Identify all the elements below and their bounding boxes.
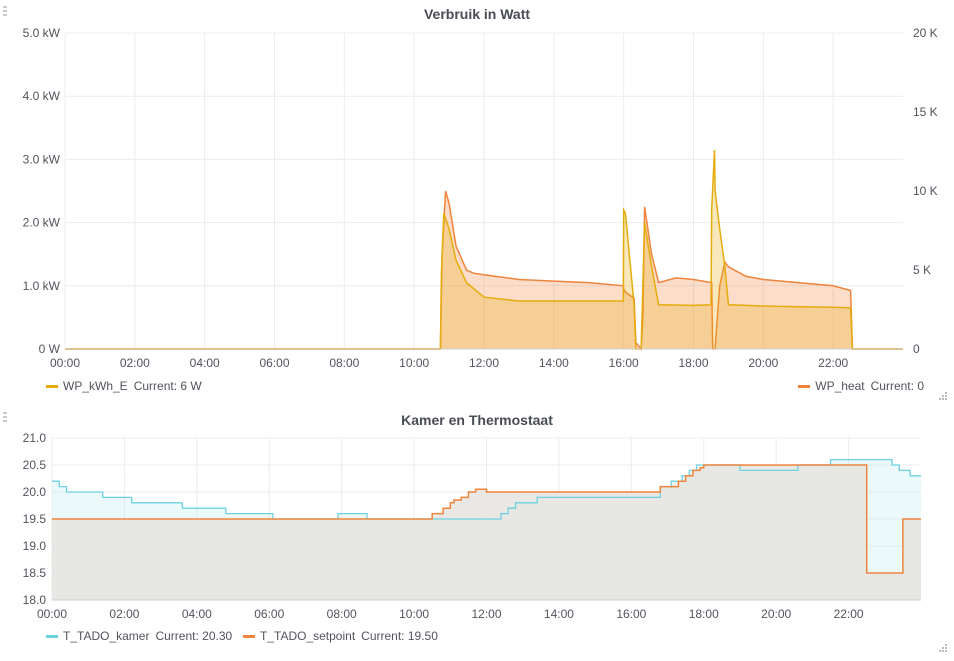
x-tick-label: 22:00 — [834, 607, 864, 621]
x-tick-label: 16:00 — [616, 607, 646, 621]
legend-item-t-tado-kamer[interactable]: T_TADO_kamer Current: 20.30 — [46, 629, 232, 643]
x-tick-label: 02:00 — [109, 607, 139, 621]
y-tick-label: 19.0 — [23, 539, 47, 553]
x-tick-label: 16:00 — [609, 356, 639, 370]
x-tick-label: 00:00 — [50, 356, 80, 370]
x-tick-label: 14:00 — [544, 607, 574, 621]
x-tick-label: 04:00 — [190, 356, 220, 370]
y-tick-label-left: 1.0 kW — [23, 279, 61, 293]
legend-swatch — [46, 385, 58, 389]
panel-title[interactable]: Verbruik in Watt — [423, 6, 531, 22]
x-tick-label: 10:00 — [399, 356, 429, 370]
resize-handle-icon[interactable] — [939, 644, 947, 652]
series-line-T_TADO_setpoint — [52, 464, 921, 574]
legend-current-label: Current: — [870, 379, 914, 393]
kamer-chart: 18.0 18.5 19.0 19.5 20.0 20.5 21.0 00:00 02:00 04… — [23, 431, 921, 621]
y-tick-label-right: 20 K — [913, 26, 938, 40]
series-area-WP_heat — [65, 191, 903, 349]
x-tick-label: 18:00 — [689, 607, 719, 621]
legend-swatch — [46, 635, 58, 639]
legend-item-wp-heat[interactable]: WP_heat Current: 0 — [798, 379, 924, 393]
legend-current-value: 19.50 — [407, 629, 438, 643]
x-tick-label: 06:00 — [254, 607, 284, 621]
x-tick-label: 12:00 — [469, 356, 499, 370]
series-line-WP_kWh_E — [65, 149, 903, 350]
legend-swatch — [798, 385, 811, 389]
x-tick-label: 22:00 — [818, 356, 848, 370]
panel-title[interactable]: Kamer en Thermostaat — [401, 412, 553, 428]
legend-current-value: 20.30 — [202, 629, 233, 643]
x-tick-label: 20:00 — [761, 607, 791, 621]
series-area-T_TADO_setpoint — [52, 465, 921, 600]
x-tick-label: 06:00 — [259, 356, 289, 370]
y-tick-label-left: 3.0 kW — [23, 152, 61, 166]
x-tick-label: 08:00 — [327, 607, 357, 621]
x-tick-label: 14:00 — [539, 356, 569, 370]
y-tick-label: 20.5 — [23, 458, 47, 472]
x-tick-label: 02:00 — [120, 356, 150, 370]
y-tick-label: 18.0 — [23, 593, 47, 607]
legend-current-label: Current: — [155, 629, 199, 643]
legend-item-wp-kwh-e[interactable]: WP_kWh_E Current: 6 W — [46, 379, 202, 393]
panel-kamer: Kamer en Thermostaat 18.0 18.5 19.0 19.5 20.… — [0, 405, 954, 661]
legend-label: WP_kWh_E — [63, 379, 128, 393]
y-tick-label: 18.5 — [23, 566, 47, 580]
legend-item-t-tado-setpoint[interactable]: T_TADO_setpoint Current: 19.50 — [243, 629, 438, 643]
series-line-T_TADO_kamer — [52, 458, 921, 520]
legend-label: WP_heat — [815, 379, 865, 393]
y-tick-label-left: 5.0 kW — [23, 26, 61, 40]
left-drag-handle[interactable] — [3, 412, 7, 424]
x-tick-label: 18:00 — [678, 356, 708, 370]
legend-current-label: Current: — [361, 629, 405, 643]
legend-current-value: 6 W — [180, 379, 202, 393]
legend-label: T_TADO_setpoint — [260, 629, 356, 643]
y-tick-label-right: 15 K — [913, 105, 938, 119]
left-drag-handle[interactable] — [3, 6, 7, 18]
resize-handle-icon[interactable] — [939, 392, 947, 400]
legend-current-value: 0 — [917, 379, 924, 393]
legend-current-label: Current: — [133, 379, 178, 393]
series-area-WP_kWh_E — [65, 149, 903, 349]
y-tick-label-right: 0 — [913, 342, 920, 356]
x-tick-label: 00:00 — [37, 607, 67, 621]
y-tick-label-right: 5 K — [913, 263, 931, 277]
x-tick-label: 20:00 — [748, 356, 778, 370]
x-tick-label: 12:00 — [471, 607, 501, 621]
series-line-WP_heat — [65, 190, 903, 351]
x-tick-label: 04:00 — [182, 607, 212, 621]
y-tick-label: 19.5 — [23, 512, 47, 526]
panel-verbruik: Verbruik in Watt 0 W 1.0 kW 2.0 kW 3.0 kW 4.… — [23, 6, 947, 400]
y-tick-label-right: 10 K — [913, 184, 938, 198]
x-tick-label: 08:00 — [329, 356, 359, 370]
y-tick-label: 20.0 — [23, 485, 47, 499]
legend-label: T_TADO_kamer — [63, 629, 150, 643]
y-tick-label-left: 4.0 kW — [23, 89, 61, 103]
y-tick-label: 21.0 — [23, 431, 47, 445]
y-tick-label-left: 0 W — [39, 342, 61, 356]
legend-swatch — [243, 635, 255, 639]
verbruik-chart: 0 W 1.0 kW 2.0 kW 3.0 kW 4.0 kW 5.0 kW 0 5 K 10 … — [23, 26, 938, 370]
y-tick-label-left: 2.0 kW — [23, 216, 61, 230]
x-tick-label: 10:00 — [399, 607, 429, 621]
